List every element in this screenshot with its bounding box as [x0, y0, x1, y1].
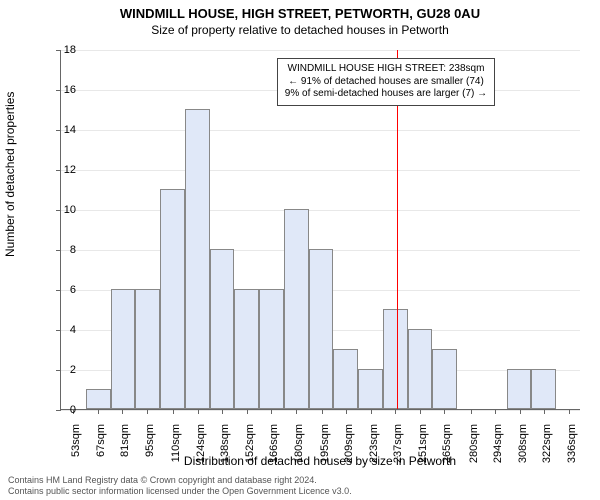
xtick-label: 336sqm: [566, 424, 578, 463]
histogram-bar: [408, 329, 433, 409]
xtick-mark: [569, 409, 570, 414]
annotation-box: WINDMILL HOUSE HIGH STREET: 238sqm← 91% …: [277, 58, 495, 106]
histogram-bar: [432, 349, 457, 409]
xtick-label: 280sqm: [468, 424, 480, 463]
xtick-mark: [173, 409, 174, 414]
histogram-bar: [210, 249, 235, 409]
xtick-label: 152sqm: [244, 424, 256, 463]
annotation-line: WINDMILL HOUSE HIGH STREET: 238sqm: [285, 63, 487, 76]
histogram-bar: [531, 369, 556, 409]
ytick-label: 12: [46, 164, 76, 176]
xtick-mark: [271, 409, 272, 414]
xtick-mark: [544, 409, 545, 414]
histogram-bar: [185, 109, 210, 409]
xtick-label: 265sqm: [441, 424, 453, 463]
xtick-mark: [296, 409, 297, 414]
xtick-label: 95sqm: [144, 424, 156, 457]
gridline: [61, 410, 580, 411]
histogram-bar: [309, 249, 334, 409]
gridline: [61, 130, 580, 131]
histogram-bar: [86, 389, 111, 409]
xtick-label: 166sqm: [268, 424, 280, 463]
xtick-label: 138sqm: [219, 424, 231, 463]
footer-line: Contains public sector information licen…: [8, 486, 592, 497]
y-axis-label: Number of detached properties: [3, 217, 17, 257]
chart-title-sub: Size of property relative to detached ho…: [0, 21, 600, 37]
xtick-label: 237sqm: [392, 424, 404, 463]
histogram-bar: [284, 209, 309, 409]
xtick-mark: [471, 409, 472, 414]
chart-title-main: WINDMILL HOUSE, HIGH STREET, PETWORTH, G…: [0, 0, 600, 21]
ytick-label: 6: [46, 284, 76, 296]
xtick-mark: [322, 409, 323, 414]
xtick-mark: [495, 409, 496, 414]
histogram-bar: [507, 369, 532, 409]
xtick-mark: [198, 409, 199, 414]
gridline: [61, 50, 580, 51]
xtick-label: 81sqm: [119, 424, 131, 457]
xtick-mark: [222, 409, 223, 414]
xtick-label: 110sqm: [170, 424, 182, 462]
xtick-mark: [122, 409, 123, 414]
xtick-label: 209sqm: [343, 424, 355, 463]
gridline: [61, 170, 580, 171]
ytick-label: 16: [46, 84, 76, 96]
xtick-mark: [420, 409, 421, 414]
xtick-label: 180sqm: [293, 424, 305, 463]
footer-attribution: Contains HM Land Registry data © Crown c…: [8, 475, 592, 497]
xtick-label: 53sqm: [70, 424, 82, 457]
ytick-label: 14: [46, 124, 76, 136]
ytick-label: 0: [46, 404, 76, 416]
gridline: [61, 210, 580, 211]
histogram-bar: [234, 289, 259, 409]
xtick-label: 251sqm: [417, 424, 429, 463]
xtick-mark: [147, 409, 148, 414]
ytick-label: 2: [46, 364, 76, 376]
xtick-mark: [520, 409, 521, 414]
ytick-label: 10: [46, 204, 76, 216]
xtick-mark: [395, 409, 396, 414]
annotation-line: ← 91% of detached houses are smaller (74…: [285, 76, 487, 89]
ytick-label: 4: [46, 324, 76, 336]
xtick-label: 322sqm: [541, 424, 553, 463]
histogram-bar: [259, 289, 284, 409]
histogram-chart: WINDMILL HOUSE, HIGH STREET, PETWORTH, G…: [0, 0, 600, 500]
histogram-bar: [160, 189, 185, 409]
annotation-line: 9% of semi-detached houses are larger (7…: [285, 88, 487, 101]
xtick-mark: [98, 409, 99, 414]
footer-line: Contains HM Land Registry data © Crown c…: [8, 475, 592, 486]
xtick-label: 67sqm: [95, 424, 107, 457]
xtick-mark: [371, 409, 372, 414]
xtick-mark: [247, 409, 248, 414]
xtick-label: 294sqm: [492, 424, 504, 463]
histogram-bar: [333, 349, 358, 409]
xtick-label: 223sqm: [368, 424, 380, 463]
xtick-label: 195sqm: [319, 424, 331, 463]
xtick-mark: [444, 409, 445, 414]
histogram-bar: [383, 309, 408, 409]
xtick-label: 308sqm: [517, 424, 529, 463]
histogram-bar: [111, 289, 136, 409]
histogram-bar: [135, 289, 160, 409]
histogram-bar: [358, 369, 383, 409]
ytick-label: 8: [46, 244, 76, 256]
xtick-mark: [346, 409, 347, 414]
plot-area: WINDMILL HOUSE HIGH STREET: 238sqm← 91% …: [60, 50, 580, 410]
ytick-label: 18: [46, 44, 76, 56]
xtick-label: 124sqm: [195, 424, 207, 463]
